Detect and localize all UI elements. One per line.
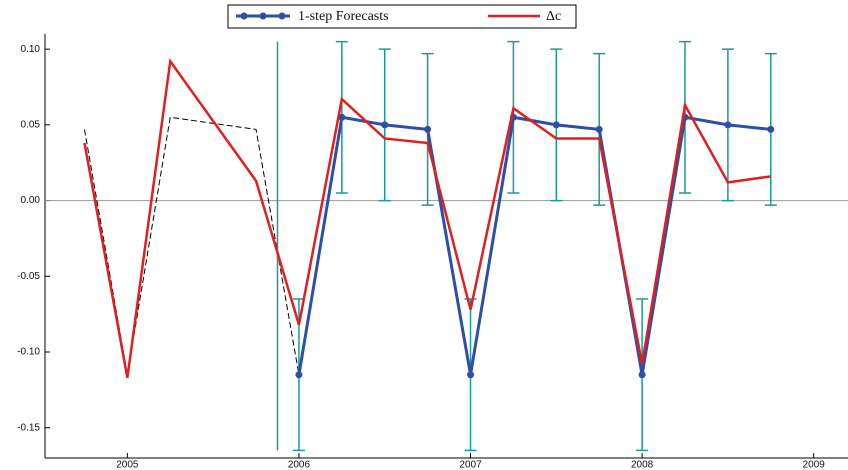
legend-box bbox=[227, 4, 577, 29]
x-tick-label: 2007 bbox=[459, 460, 482, 470]
forecast-point bbox=[595, 125, 603, 133]
fitted-line bbox=[83, 116, 300, 375]
y-tick-label: 0.00 bbox=[21, 195, 41, 206]
forecast-point bbox=[338, 113, 346, 121]
forecast-point bbox=[467, 371, 475, 379]
legend-marker bbox=[278, 12, 286, 20]
y-tick-label: -0.05 bbox=[17, 271, 40, 282]
forecast-point bbox=[767, 125, 775, 133]
delta-c-line bbox=[83, 57, 771, 378]
y-tick-label: 0.05 bbox=[21, 119, 41, 130]
forecast-point bbox=[724, 121, 732, 129]
legend-marker bbox=[240, 12, 248, 20]
legend-label: 1-step Forecasts bbox=[298, 9, 389, 24]
x-tick-label: 2005 bbox=[116, 460, 139, 470]
forecast-point bbox=[381, 121, 389, 129]
x-tick-label: 2009 bbox=[803, 460, 826, 470]
forecast-point bbox=[552, 121, 560, 129]
x-tick-label: 2008 bbox=[631, 460, 654, 470]
legend-marker bbox=[259, 12, 267, 20]
forecast-line bbox=[297, 115, 771, 375]
y-tick-label: 0.10 bbox=[21, 44, 41, 55]
legend-label: Δc bbox=[546, 9, 561, 24]
x-tick-label: 2006 bbox=[288, 460, 311, 470]
forecast-point bbox=[295, 371, 303, 379]
y-tick-label: -0.10 bbox=[17, 347, 40, 358]
forecast-point bbox=[638, 371, 646, 379]
y-tick-label: -0.15 bbox=[17, 422, 40, 433]
forecast-point bbox=[424, 125, 432, 133]
